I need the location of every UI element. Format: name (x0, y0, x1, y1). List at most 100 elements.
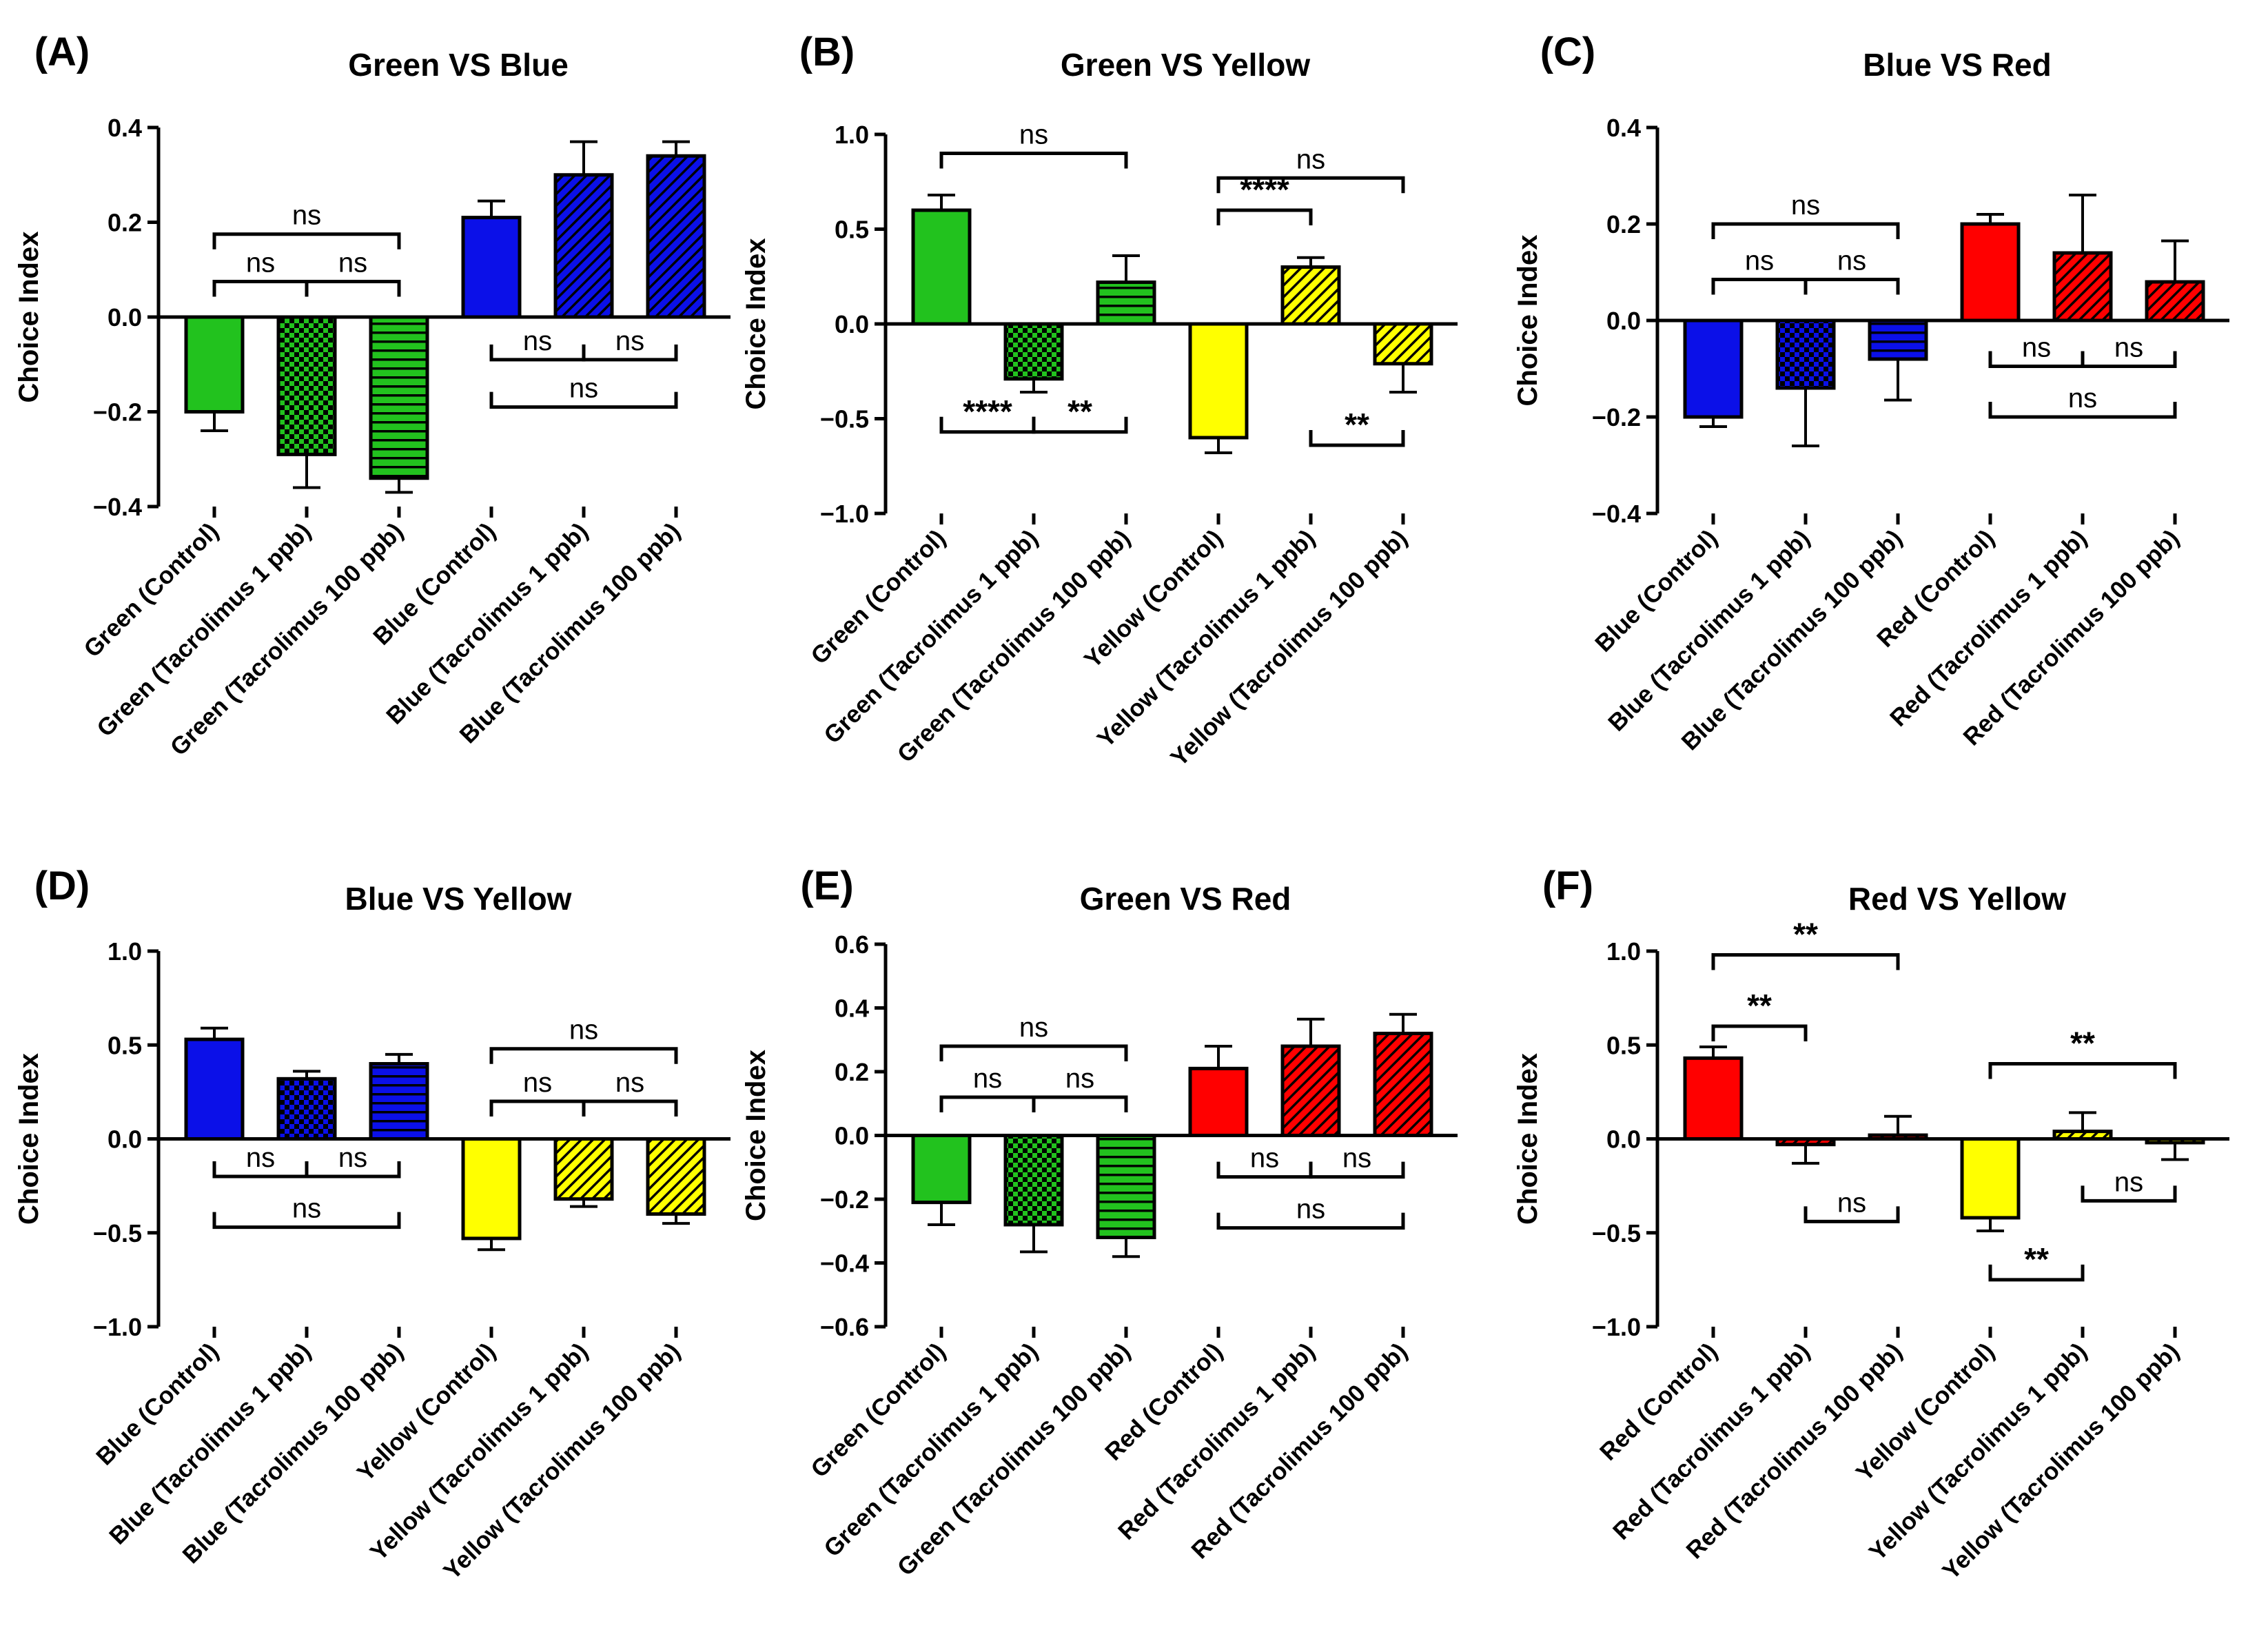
y-tick-label: 1.0 (1606, 937, 1641, 966)
chart-title: Green VS Red (1080, 881, 1291, 917)
y-tick-label: 0.5 (835, 216, 869, 244)
significance-bracket (212, 232, 401, 249)
significance-label: ns (1250, 1143, 1279, 1174)
y-tick-label: 0.0 (835, 310, 869, 338)
panel-label: (F) (1542, 864, 1593, 908)
significance-bracket (1309, 430, 1405, 447)
y-tick-label: −1.0 (93, 1313, 142, 1341)
y-tick-label: 0.0 (835, 1122, 869, 1150)
significance-label: ns (338, 247, 367, 278)
significance-label: ns (1837, 1187, 1866, 1218)
bar (1188, 1066, 1249, 1137)
y-tick-label: 0.5 (108, 1031, 142, 1059)
panel-label: (B) (799, 30, 855, 74)
y-axis-label: Choice Index (14, 232, 44, 403)
significance-bracket (1216, 176, 1405, 194)
y-tick-label: 0.0 (1606, 1125, 1641, 1154)
significance-label: ** (2070, 1026, 2095, 1061)
y-tick-label: −1.0 (1592, 1313, 1641, 1341)
significance-bracket (2081, 351, 2177, 368)
significance-label: ns (2114, 333, 2143, 363)
significance-label: ns (2114, 1167, 2143, 1197)
significance-label: ns (2022, 333, 2051, 363)
bar (276, 315, 337, 456)
bar (1280, 265, 1341, 326)
y-tick-label: −1.0 (820, 500, 869, 528)
bar (276, 1077, 337, 1141)
bar (1868, 318, 1928, 361)
y-tick-label: 0.4 (835, 995, 869, 1023)
y-axis-label: Choice Index (741, 238, 771, 410)
significance-bracket (582, 344, 678, 362)
y-axis-label: Choice Index (14, 1053, 44, 1225)
bar (1373, 322, 1433, 366)
significance-bracket (212, 1212, 401, 1230)
bar (1960, 222, 2021, 323)
bar (1683, 1056, 1744, 1141)
bar (2052, 251, 2113, 323)
y-tick-label: 0.0 (108, 303, 142, 332)
significance-label: ns (1019, 1012, 1048, 1043)
y-tick-label: −0.2 (1592, 403, 1641, 431)
significance-bracket (2081, 1185, 2177, 1203)
y-tick-label: 0.4 (1606, 114, 1641, 142)
chart-title: Red VS Yellow (1848, 881, 2066, 917)
significance-label: ns (973, 1063, 1002, 1094)
significance-bracket (939, 152, 1128, 169)
y-tick-label: −0.4 (93, 493, 142, 521)
significance-label: ns (615, 1068, 644, 1098)
significance-bracket (489, 391, 678, 409)
significance-label: ns (2068, 383, 2097, 414)
significance-bracket (1804, 278, 1900, 295)
panel-label: (A) (34, 30, 90, 74)
significance-bracket (1309, 1161, 1405, 1179)
significance-bracket (1804, 1206, 1900, 1223)
y-tick-label: 0.4 (108, 114, 142, 142)
bar (1003, 1134, 1064, 1227)
significance-bracket (1988, 1062, 2177, 1079)
significance-label: ** (1067, 394, 1092, 429)
significance-label: ns (1296, 1194, 1325, 1225)
bar (2145, 280, 2205, 323)
bar (553, 1137, 614, 1201)
y-tick-label: −0.4 (820, 1250, 869, 1278)
bar (1373, 1032, 1433, 1137)
significance-label: ns (246, 1143, 275, 1173)
y-axis-label: Choice Index (741, 1050, 771, 1221)
y-tick-label: 0.2 (1606, 210, 1641, 238)
bar (911, 208, 972, 326)
y-tick-label: −0.2 (820, 1185, 869, 1214)
significance-bracket (1711, 222, 1900, 239)
y-tick-label: 0.0 (1606, 307, 1641, 335)
panel-label: (D) (34, 864, 90, 908)
y-tick-label: 0.5 (1606, 1031, 1641, 1059)
significance-bracket (489, 1047, 678, 1064)
bar (2052, 1130, 2113, 1141)
significance-label: ns (523, 1068, 552, 1098)
bar (646, 1137, 706, 1216)
significance-bracket (1216, 208, 1313, 225)
significance-label: ns (1296, 144, 1325, 174)
significance-label: ns (569, 1015, 598, 1046)
significance-label: ns (615, 326, 644, 356)
significance-label: ns (523, 326, 552, 356)
y-axis-label: Choice Index (1513, 1053, 1543, 1225)
significance-label: **** (1240, 172, 1289, 207)
significance-bracket (1216, 1212, 1405, 1230)
bar (184, 1037, 245, 1141)
y-tick-label: −0.2 (93, 398, 142, 427)
significance-bracket (1711, 952, 1900, 970)
bar (646, 154, 706, 319)
bar (1003, 322, 1064, 381)
significance-bracket (582, 1099, 678, 1116)
bar (369, 1062, 429, 1141)
y-tick-label: 0.0 (108, 1125, 142, 1154)
significance-label: ** (1345, 407, 1369, 442)
y-axis-label: Choice Index (1513, 235, 1543, 407)
bar (1280, 1044, 1341, 1137)
y-tick-label: −0.5 (93, 1219, 142, 1247)
y-tick-label: 0.2 (108, 209, 142, 237)
significance-label: ns (246, 247, 275, 278)
significance-label: ns (292, 1194, 321, 1224)
